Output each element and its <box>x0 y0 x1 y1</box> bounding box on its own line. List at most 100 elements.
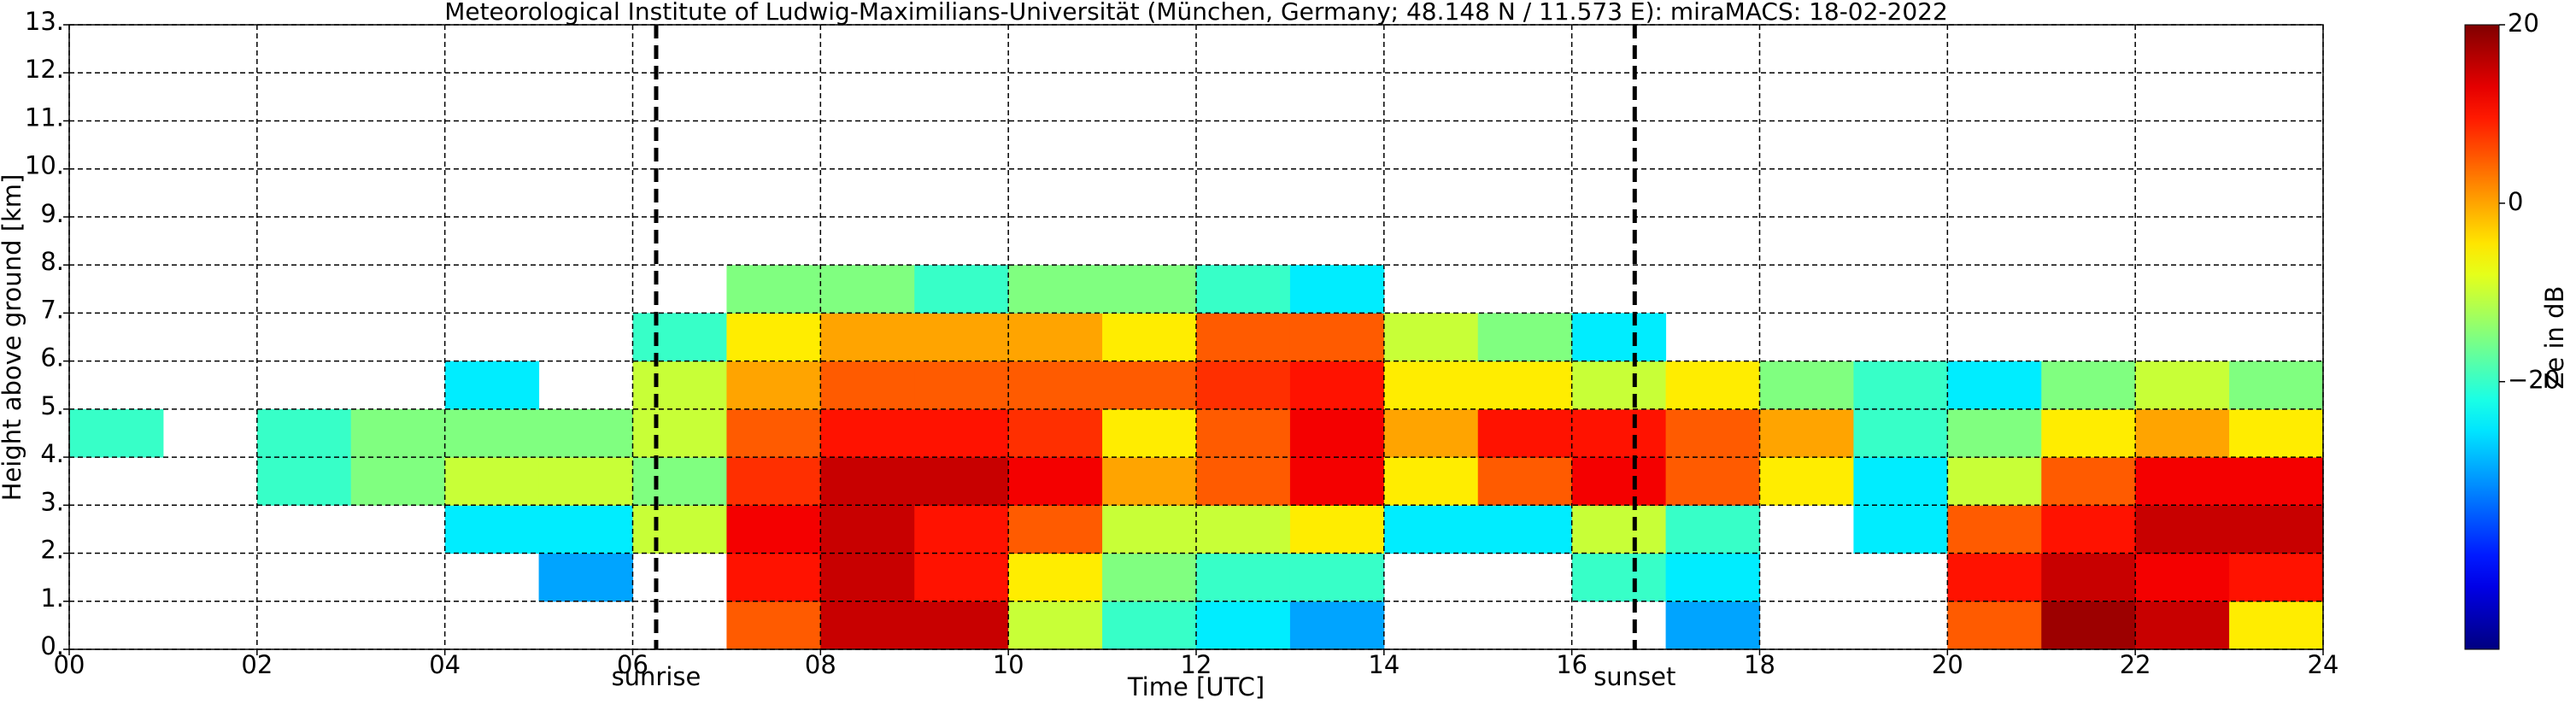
y-tick-label: 13. <box>25 7 64 36</box>
colorbar-label: Ze in dB <box>2540 286 2569 390</box>
heatmap-cell <box>1665 457 1760 506</box>
y-tick-label: 8. <box>40 247 64 276</box>
y-tick-label: 7. <box>40 295 64 324</box>
x-tick-label: 08 <box>805 650 836 679</box>
heatmap-cell <box>1759 457 1854 506</box>
heatmap-cell <box>1289 313 1385 362</box>
heatmap-cell <box>2135 457 2230 506</box>
event-label: sunrise <box>612 662 701 691</box>
heatmap-cell <box>2135 361 2230 410</box>
heatmap-cell <box>1665 553 1760 602</box>
heatmap-cell <box>1853 505 1948 554</box>
heatmap-cell <box>1665 408 1760 458</box>
x-axis-label: Time [UTC] <box>1127 672 1265 701</box>
colorbar <box>2464 24 2500 650</box>
heatmap-cell <box>632 361 727 410</box>
heatmap-cell <box>820 601 915 650</box>
heatmap-cell <box>1102 361 1197 410</box>
heatmap-cell <box>914 408 1009 458</box>
heatmap-cell <box>2229 601 2324 650</box>
colorbar-tick-label: −20 <box>2508 366 2560 395</box>
heatmap-cell <box>726 408 821 458</box>
heatmap-cell <box>1196 601 1291 650</box>
heatmap-cell <box>444 505 540 554</box>
heatmap-cell <box>2041 408 2136 458</box>
heatmap-cell <box>1571 408 1667 458</box>
heatmap-cell <box>1008 265 1103 314</box>
heatmap-cell <box>820 313 915 362</box>
heatmap-cell <box>820 553 915 602</box>
heatmap-cell <box>1289 361 1385 410</box>
heatmap-cell <box>1947 553 2042 602</box>
heatmap-cell <box>726 265 821 314</box>
heatmap-cell <box>1665 601 1760 650</box>
heatmap-cell <box>1289 408 1385 458</box>
heatmap-cell <box>1008 601 1103 650</box>
y-tick-label: 4. <box>40 439 64 468</box>
plot-frame <box>68 24 2324 650</box>
heatmap-cell <box>69 408 164 458</box>
heatmap-cell <box>726 361 821 410</box>
heatmap-cell <box>1759 361 1854 410</box>
heatmap-cell <box>1196 408 1291 458</box>
heatmap-cell <box>1008 361 1103 410</box>
heatmap-cell <box>2229 505 2324 554</box>
heatmap-cell <box>2229 553 2324 602</box>
heatmap-cell <box>1947 457 2042 506</box>
x-tick-label: 22 <box>2120 650 2151 679</box>
heatmap-cell <box>914 601 1009 650</box>
heatmap-cell <box>350 408 446 458</box>
heatmap-cell <box>632 408 727 458</box>
heatmap-cell <box>2135 505 2230 554</box>
colorbar-tick-label: 0 <box>2508 187 2523 216</box>
heatmap-cell <box>1947 505 2042 554</box>
heatmap-cell <box>1008 313 1103 362</box>
heatmap-cell <box>1571 313 1667 362</box>
heatmap-cell <box>1102 457 1197 506</box>
heatmap-cell <box>2041 457 2136 506</box>
x-tick-label: 18 <box>1744 650 1775 679</box>
heatmap-cell <box>1289 601 1385 650</box>
heatmap-cell <box>726 553 821 602</box>
heatmap-cell <box>1196 457 1291 506</box>
y-tick-label: 5. <box>40 391 64 420</box>
y-tick-label: 10. <box>25 151 64 180</box>
heatmap-cell <box>1008 457 1103 506</box>
y-tick-label: 1. <box>40 584 64 613</box>
heatmap-cell <box>820 457 915 506</box>
x-tick-label: 06 <box>617 650 648 679</box>
heatmap-cell <box>256 457 352 506</box>
heatmap-cell <box>820 408 915 458</box>
heatmap-cell <box>2041 505 2136 554</box>
heatmap-cell <box>2041 601 2136 650</box>
y-tick-label: 0. <box>40 631 64 660</box>
colorbar-tick-label: 20 <box>2508 9 2539 38</box>
heatmap-cell <box>1008 553 1103 602</box>
heatmap-cell <box>1947 408 2042 458</box>
heatmap-cell <box>632 313 727 362</box>
heatmap-cell <box>2229 408 2324 458</box>
heatmap-cell <box>538 457 633 506</box>
heatmap-cell <box>820 361 915 410</box>
heatmap-cell <box>1102 553 1197 602</box>
heatmap-cell <box>1477 457 1573 506</box>
heatmap-cell <box>538 408 633 458</box>
heatmap-cell <box>1853 408 1948 458</box>
heatmap-cell <box>2229 361 2324 410</box>
heatmap-cell <box>1665 361 1760 410</box>
x-tick-label: 12 <box>1181 650 1212 679</box>
heatmap-cell <box>1196 313 1291 362</box>
x-tick-label: 04 <box>429 650 461 679</box>
heatmap-cell <box>444 457 540 506</box>
heatmap-cell <box>1477 313 1573 362</box>
heatmap-cell <box>1477 361 1573 410</box>
heatmap-cell <box>1196 265 1291 314</box>
heatmap-cell <box>1759 408 1854 458</box>
heatmap-cell <box>1289 265 1385 314</box>
heatmap-cell <box>1289 457 1385 506</box>
heatmap-cell <box>444 361 540 410</box>
y-axis-label: Height above ground [km] <box>0 174 26 502</box>
y-tick-label: 12. <box>25 55 64 84</box>
heatmap-cell <box>914 313 1009 362</box>
event-label: sunset <box>1593 662 1675 691</box>
